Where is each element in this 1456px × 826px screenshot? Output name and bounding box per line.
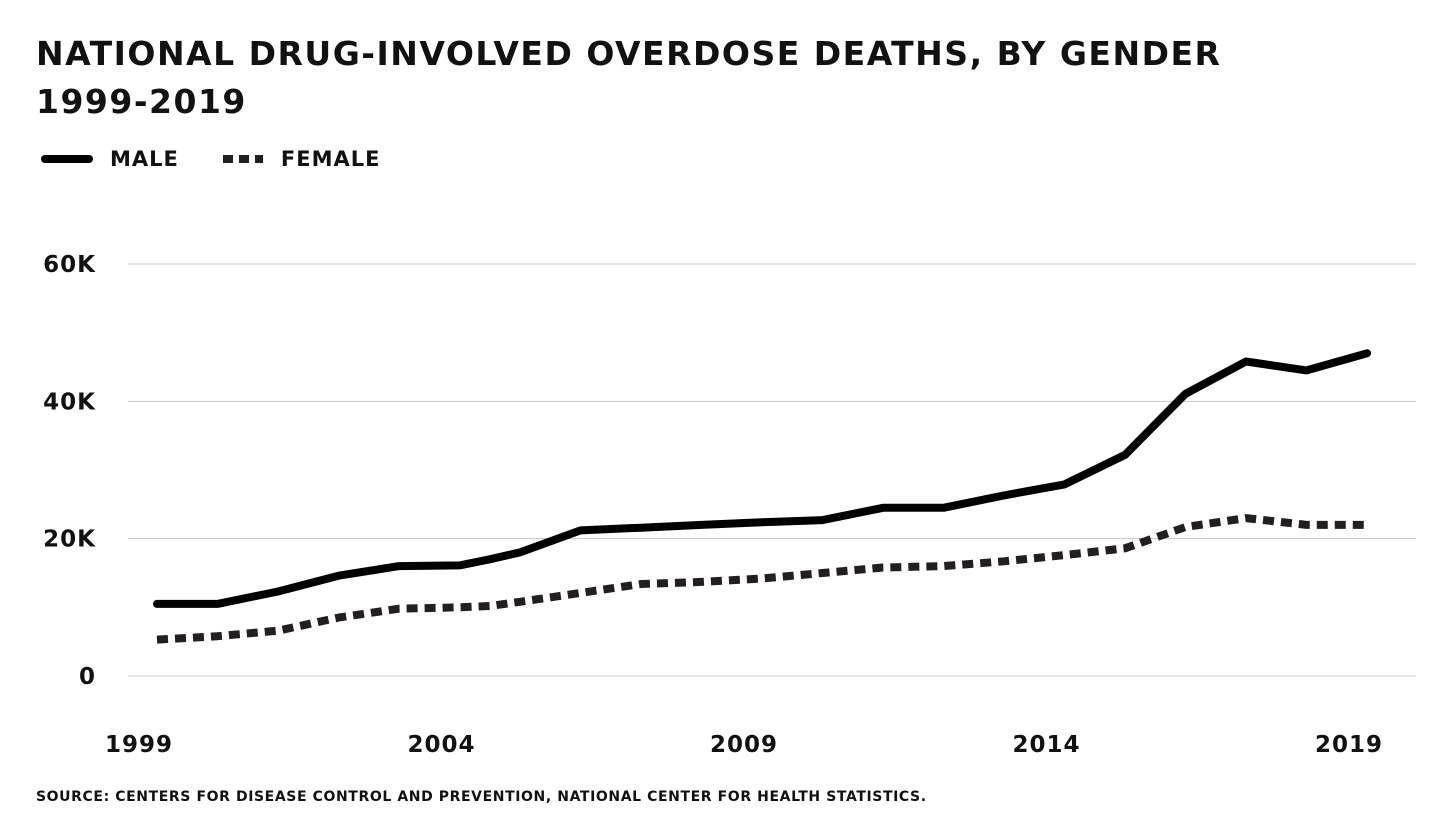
legend-solid-line-swatch bbox=[41, 155, 93, 163]
y-tick-label: 60K bbox=[43, 252, 96, 278]
legend-dotted-line-swatch bbox=[222, 155, 263, 163]
x-tick-label: 2019 bbox=[1315, 732, 1383, 758]
legend-label-male: Male bbox=[110, 147, 179, 171]
x-tick-label: 1999 bbox=[105, 732, 173, 758]
x-tick-label: 2004 bbox=[407, 732, 475, 758]
series-line-male bbox=[153, 349, 1371, 608]
y-tick-label: 20K bbox=[43, 527, 96, 553]
chart-subtitle: 1999-2019 bbox=[36, 81, 247, 121]
x-tick-label: 2009 bbox=[710, 732, 778, 758]
y-tick-label: 40K bbox=[43, 389, 96, 415]
chart-title-block: National drug-involved overdose deaths, … bbox=[36, 30, 1221, 126]
legend: Male Female bbox=[40, 142, 422, 176]
x-tick-label: 2014 bbox=[1012, 732, 1080, 758]
y-tick-label: 0 bbox=[79, 664, 96, 690]
legend-item-female: Female bbox=[221, 147, 381, 171]
legend-item-male: Male bbox=[40, 147, 179, 171]
series-line-female bbox=[156, 514, 1367, 644]
legend-label-female: Female bbox=[280, 147, 381, 171]
chart-title: National drug-involved overdose deaths, … bbox=[36, 34, 1222, 73]
source-note: Source: Centers for Disease Control and … bbox=[36, 789, 927, 805]
